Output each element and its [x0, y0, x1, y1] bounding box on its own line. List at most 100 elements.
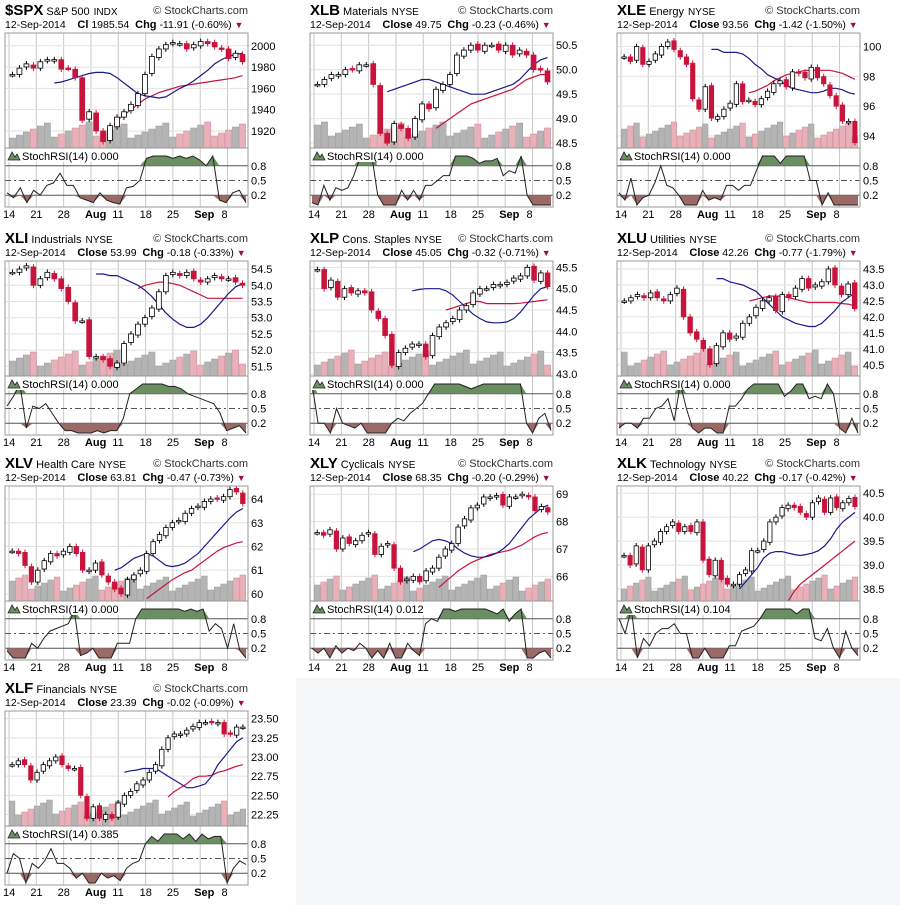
x-tick-label: 18 — [445, 662, 457, 674]
candle — [743, 569, 749, 574]
stoch-level-label: 0.2 — [251, 643, 266, 655]
y-tick-label: 23.50 — [251, 714, 279, 726]
candle — [59, 755, 65, 766]
x-tick-label: 28 — [58, 662, 70, 674]
candle — [135, 323, 141, 336]
chart-panel-xle[interactable]: 100 98 96 94 0.8 0.5 0.2 StochRSI(14) 0.000 14 21… — [612, 0, 900, 225]
stoch-level-label: 0.8 — [251, 614, 266, 626]
candle — [72, 302, 79, 322]
security-name: Industrials — [31, 234, 82, 246]
down-arrow-icon: ▼ — [236, 248, 246, 258]
candle — [159, 748, 165, 767]
close-label: Close — [382, 247, 413, 259]
stochrsi-label: StochRSI(14) 0.000 — [22, 379, 119, 391]
candle — [839, 104, 845, 122]
y-tick-label: 40.5 — [863, 360, 884, 372]
candle — [72, 68, 79, 79]
candle — [429, 567, 436, 573]
down-arrow-icon: ▼ — [848, 20, 858, 30]
candle — [176, 519, 182, 523]
candle — [22, 759, 28, 766]
candle — [713, 345, 720, 365]
candle — [687, 316, 693, 334]
x-tick-label: Aug — [85, 209, 106, 221]
candle — [419, 103, 425, 121]
candle — [342, 69, 349, 75]
candle — [677, 50, 683, 58]
candle — [363, 64, 370, 67]
y-tick-label: 44.5 — [556, 305, 577, 317]
chart-panel-xlp[interactable]: 45.5 45.0 44.5 44.0 43.5 43.0 0.8 0.5 0.2 StochRS… — [305, 228, 601, 453]
candle — [28, 566, 35, 583]
chart-panel-xly[interactable]: 69 68 67 66 0.8 0.5 0.2 StochRSI(14) 0.012 14 21 2… — [305, 453, 601, 678]
change-label: Chg — [754, 19, 776, 31]
close-value: 42.26 — [722, 247, 749, 259]
y-tick-label: 23.00 — [251, 752, 279, 764]
chart-panel-xlb[interactable]: 50.5 50.0 49.5 49.0 48.5 0.8 0.5 0.2 StochRSI(14… — [305, 0, 601, 225]
y-tick-label: 62 — [251, 541, 263, 553]
x-tick-label: 8 — [834, 662, 840, 674]
candle — [664, 526, 670, 532]
chart-panel-xlu[interactable]: 43.5 43.0 42.5 42.0 41.5 41.0 40.5 0.8 0.5 0.2 Sto… — [612, 228, 900, 453]
candle — [746, 99, 752, 103]
x-tick-label: 21 — [30, 437, 42, 449]
candle — [422, 343, 429, 358]
candle — [665, 41, 671, 47]
stockcharts-credit: © StockCharts.com — [153, 5, 248, 17]
candle — [227, 489, 233, 498]
security-name: Materials — [343, 6, 388, 18]
candle — [218, 276, 225, 280]
y-tick-label: 45.0 — [556, 284, 577, 296]
candle — [118, 587, 124, 595]
x-tick-label: 18 — [752, 662, 764, 674]
candle — [150, 541, 156, 554]
candle — [771, 83, 777, 93]
chart-panel-xlk[interactable]: 40.5 40.0 39.5 39.0 38.5 0.8 0.5 0.2 StochRSI(14… — [612, 453, 900, 678]
candle — [340, 537, 346, 550]
candle — [461, 518, 468, 527]
candle — [372, 533, 378, 555]
candle — [346, 536, 352, 544]
change-percent: (-0.73%) — [193, 472, 234, 484]
quote-date: 12-Sep-2014 — [5, 247, 66, 259]
x-tick-label: 8 — [527, 209, 533, 221]
change-percent: (-1.79%) — [805, 247, 846, 259]
chart-panel-spx[interactable]: 2000 1980 1960 1940 1920 0.8 0.5 0.2 StochRSI(14… — [0, 0, 296, 225]
chart-panel-xli[interactable]: 54.5 54.0 53.5 53.0 52.5 52.0 51.5 0.8 0.5 0.2 Sto… — [0, 228, 296, 453]
y-tick-label: 67 — [556, 544, 568, 556]
candle — [121, 111, 127, 118]
x-tick-label: 21 — [30, 209, 42, 221]
candle — [352, 540, 359, 546]
change-label: Chg — [447, 247, 469, 259]
chart-panel-xlv[interactable]: 64 63 62 61 60 0.8 0.5 0.2 StochRSI(14) 0.000 14 2… — [0, 453, 296, 678]
x-tick-label: 11 — [417, 437, 428, 449]
stochrsi-icon — [312, 151, 326, 161]
candle — [537, 68, 544, 71]
x-tick-label: Sep — [194, 662, 214, 674]
candle — [204, 41, 211, 45]
candle — [137, 569, 143, 575]
stoch-level-label: 0.2 — [863, 190, 878, 202]
candle — [320, 532, 327, 536]
change-label: Chg — [142, 472, 164, 484]
stochrsi-icon — [619, 604, 633, 614]
ticker-symbol: XLI — [5, 230, 29, 247]
candle — [156, 48, 162, 58]
ticker-symbol: XLK — [617, 455, 647, 472]
y-tick-label: 64 — [251, 494, 263, 506]
candle — [436, 556, 442, 569]
x-tick-label: 8 — [527, 437, 533, 449]
candle — [124, 579, 131, 596]
x-tick-label: 21 — [335, 662, 347, 674]
candle — [688, 525, 694, 532]
candle — [827, 84, 833, 97]
quote-date: 12-Sep-2014 — [5, 472, 66, 484]
candle — [398, 124, 404, 129]
y-tick-label: 54.0 — [251, 280, 272, 292]
stoch-level-label: 0.8 — [251, 389, 266, 401]
candle — [721, 108, 727, 118]
x-tick-label: 8 — [222, 662, 228, 674]
ticker-symbol: $SPX — [5, 2, 44, 19]
y-tick-label: 23.25 — [251, 733, 279, 745]
chart-panel-xlf[interactable]: 23.50 23.25 23.00 22.75 22.50 22.25 0.8 0.5 0.2 S… — [0, 678, 296, 903]
